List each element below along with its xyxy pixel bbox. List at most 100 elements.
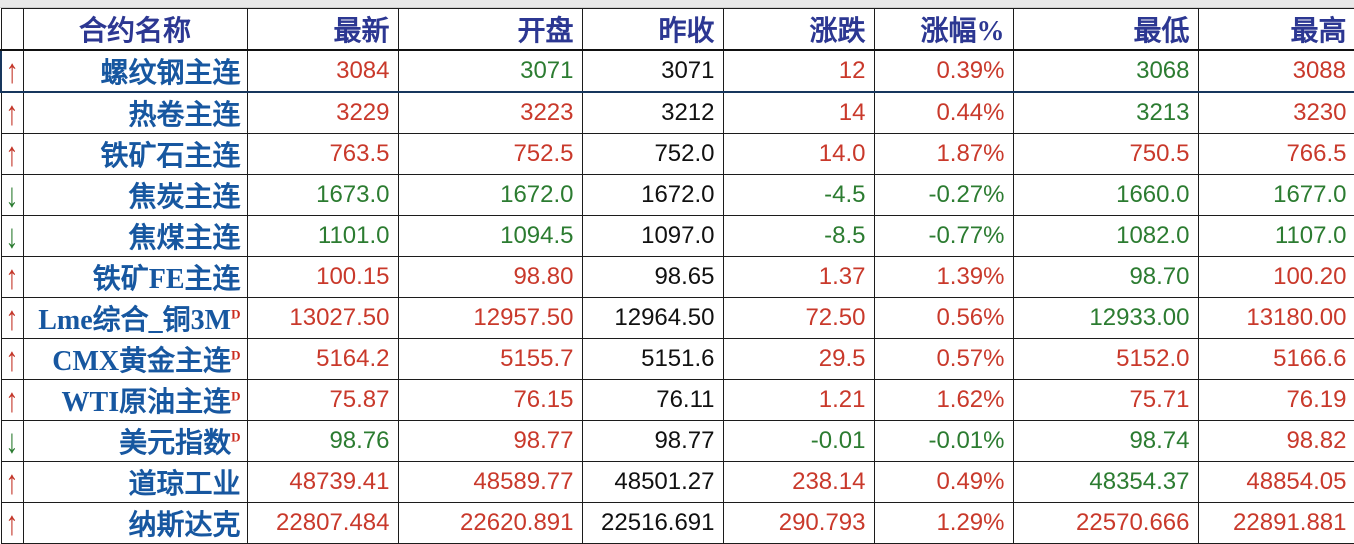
low-price-cell[interactable]: 12933.00 — [1012, 297, 1199, 339]
change-percent-cell[interactable]: -0.01% — [873, 420, 1014, 462]
table-row[interactable]: ↑ 铁矿FE主连 100.15 98.80 98.65 1.37 1.39% 9… — [0, 256, 1354, 298]
table-row[interactable]: ↓ 美元指数D 98.76 98.77 98.77 -0.01 -0.01% 9… — [0, 420, 1354, 462]
latest-price-cell[interactable]: 5164.2 — [246, 338, 399, 380]
open-price-cell[interactable]: 76.15 — [397, 379, 583, 421]
contract-name-cell[interactable]: 焦炭主连 — [22, 174, 248, 216]
table-row[interactable]: ↓ 焦炭主连 1673.0 1672.0 1672.0 -4.5 -0.27% … — [0, 174, 1354, 216]
low-price-cell[interactable]: 750.5 — [1012, 133, 1199, 175]
prev-close-cell[interactable]: 5151.6 — [581, 338, 724, 380]
open-price-cell[interactable]: 3223 — [397, 91, 583, 134]
latest-price-cell[interactable]: 22807.484 — [246, 502, 399, 544]
open-price-cell[interactable]: 752.5 — [397, 133, 583, 175]
open-price-cell[interactable]: 98.77 — [397, 420, 583, 462]
low-price-cell[interactable]: 3213 — [1012, 91, 1199, 134]
change-percent-cell[interactable]: -0.27% — [873, 174, 1014, 216]
change-cell[interactable]: 1.21 — [722, 379, 875, 421]
contract-name-cell[interactable]: 焦煤主连 — [22, 215, 248, 257]
contract-name-cell[interactable]: 热卷主连 — [22, 91, 248, 134]
high-price-cell[interactable]: 5166.6 — [1197, 338, 1354, 380]
prev-close-cell[interactable]: 98.77 — [581, 420, 724, 462]
change-cell[interactable]: -4.5 — [722, 174, 875, 216]
open-price-cell[interactable]: 5155.7 — [397, 338, 583, 380]
change-percent-cell[interactable]: 0.57% — [873, 338, 1014, 380]
latest-price-cell[interactable]: 75.87 — [246, 379, 399, 421]
column-header-7[interactable]: 最低 — [1012, 8, 1199, 51]
change-percent-cell[interactable]: 1.29% — [873, 502, 1014, 544]
column-header-4[interactable]: 昨收 — [581, 8, 724, 51]
low-price-cell[interactable]: 48354.37 — [1012, 461, 1199, 503]
contract-name-cell[interactable]: 美元指数D — [22, 420, 248, 462]
contract-name-cell[interactable]: WTI原油主连D — [22, 379, 248, 421]
low-price-cell[interactable]: 22570.666 — [1012, 502, 1199, 544]
table-row[interactable]: ↑ 螺纹钢主连 3084 3071 3071 12 0.39% 3068 308… — [0, 49, 1354, 93]
contract-name-cell[interactable]: 纳斯达克 — [22, 502, 248, 544]
contract-name-cell[interactable]: 铁矿FE主连 — [22, 256, 248, 298]
low-price-cell[interactable]: 1082.0 — [1012, 215, 1199, 257]
latest-price-cell[interactable]: 763.5 — [246, 133, 399, 175]
high-price-cell[interactable]: 98.82 — [1197, 420, 1354, 462]
low-price-cell[interactable]: 1660.0 — [1012, 174, 1199, 216]
latest-price-cell[interactable]: 48739.41 — [246, 461, 399, 503]
column-header-8[interactable]: 最高 — [1197, 8, 1354, 51]
table-row[interactable]: ↑ 纳斯达克 22807.484 22620.891 22516.691 290… — [0, 502, 1354, 544]
open-price-cell[interactable]: 3071 — [397, 49, 583, 93]
high-price-cell[interactable]: 3230 — [1197, 91, 1354, 134]
table-row[interactable]: ↓ 焦煤主连 1101.0 1094.5 1097.0 -8.5 -0.77% … — [0, 215, 1354, 257]
high-price-cell[interactable]: 13180.00 — [1197, 297, 1354, 339]
change-percent-cell[interactable]: -0.77% — [873, 215, 1014, 257]
change-percent-cell[interactable]: 1.62% — [873, 379, 1014, 421]
table-row[interactable]: ↑ CMX黄金主连D 5164.2 5155.7 5151.6 29.5 0.5… — [0, 338, 1354, 380]
high-price-cell[interactable]: 100.20 — [1197, 256, 1354, 298]
latest-price-cell[interactable]: 3229 — [246, 91, 399, 134]
latest-price-cell[interactable]: 13027.50 — [246, 297, 399, 339]
open-price-cell[interactable]: 1094.5 — [397, 215, 583, 257]
latest-price-cell[interactable]: 98.76 — [246, 420, 399, 462]
change-cell[interactable]: 238.14 — [722, 461, 875, 503]
latest-price-cell[interactable]: 3084 — [246, 49, 399, 93]
latest-price-cell[interactable]: 1101.0 — [246, 215, 399, 257]
high-price-cell[interactable]: 3088 — [1197, 49, 1354, 93]
change-percent-cell[interactable]: 0.39% — [873, 49, 1014, 93]
change-cell[interactable]: -0.01 — [722, 420, 875, 462]
prev-close-cell[interactable]: 752.0 — [581, 133, 724, 175]
table-row[interactable]: ↑ Lme综合_铜3MD 13027.50 12957.50 12964.50 … — [0, 297, 1354, 339]
open-price-cell[interactable]: 22620.891 — [397, 502, 583, 544]
change-cell[interactable]: 29.5 — [722, 338, 875, 380]
open-price-cell[interactable]: 48589.77 — [397, 461, 583, 503]
high-price-cell[interactable]: 48854.05 — [1197, 461, 1354, 503]
prev-close-cell[interactable]: 3071 — [581, 49, 724, 93]
change-cell[interactable]: 14.0 — [722, 133, 875, 175]
low-price-cell[interactable]: 75.71 — [1012, 379, 1199, 421]
contract-name-cell[interactable]: 螺纹钢主连 — [22, 49, 248, 93]
change-cell[interactable]: 1.37 — [722, 256, 875, 298]
column-header-2[interactable]: 最新 — [246, 8, 399, 51]
contract-name-cell[interactable]: CMX黄金主连D — [22, 338, 248, 380]
open-price-cell[interactable]: 12957.50 — [397, 297, 583, 339]
column-header-5[interactable]: 涨跌 — [722, 8, 875, 51]
contract-name-cell[interactable]: 道琼工业 — [22, 461, 248, 503]
open-price-cell[interactable]: 98.80 — [397, 256, 583, 298]
change-percent-cell[interactable]: 0.56% — [873, 297, 1014, 339]
open-price-cell[interactable]: 1672.0 — [397, 174, 583, 216]
prev-close-cell[interactable]: 3212 — [581, 91, 724, 134]
low-price-cell[interactable]: 98.70 — [1012, 256, 1199, 298]
change-percent-cell[interactable]: 0.44% — [873, 91, 1014, 134]
change-percent-cell[interactable]: 1.87% — [873, 133, 1014, 175]
table-row[interactable]: ↑ 道琼工业 48739.41 48589.77 48501.27 238.14… — [0, 461, 1354, 503]
latest-price-cell[interactable]: 100.15 — [246, 256, 399, 298]
high-price-cell[interactable]: 1677.0 — [1197, 174, 1354, 216]
change-percent-cell[interactable]: 1.39% — [873, 256, 1014, 298]
prev-close-cell[interactable]: 48501.27 — [581, 461, 724, 503]
contract-name-cell[interactable]: 铁矿石主连 — [22, 133, 248, 175]
high-price-cell[interactable]: 76.19 — [1197, 379, 1354, 421]
latest-price-cell[interactable]: 1673.0 — [246, 174, 399, 216]
change-cell[interactable]: -8.5 — [722, 215, 875, 257]
table-row[interactable]: ↑ 热卷主连 3229 3223 3212 14 0.44% 3213 3230 — [0, 91, 1354, 134]
low-price-cell[interactable]: 3068 — [1012, 49, 1199, 93]
change-cell[interactable]: 14 — [722, 91, 875, 134]
column-header-contract-name[interactable]: 合约名称 — [22, 8, 248, 51]
column-header-6[interactable]: 涨幅% — [873, 8, 1014, 51]
prev-close-cell[interactable]: 98.65 — [581, 256, 724, 298]
low-price-cell[interactable]: 98.74 — [1012, 420, 1199, 462]
column-header-3[interactable]: 开盘 — [397, 8, 583, 51]
